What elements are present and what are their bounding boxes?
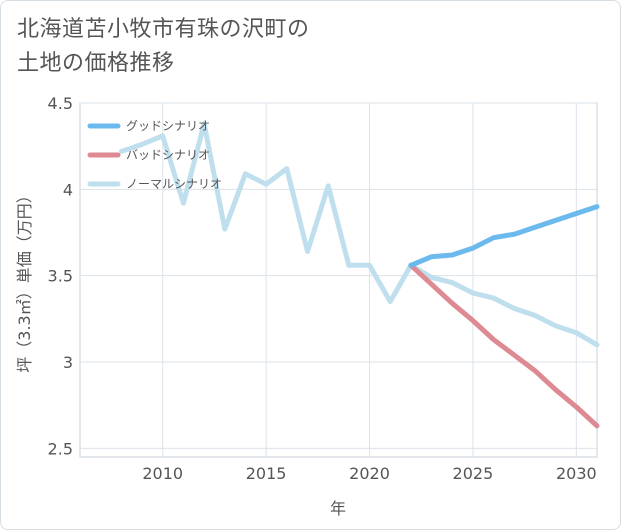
plot-area: [79, 102, 598, 458]
x-tick-label-3: 2025: [453, 464, 494, 483]
x-tick-labels: 2010 2015 2020 2025 2030: [142, 464, 596, 483]
legend-label-0: グッドシナリオ: [126, 119, 210, 133]
y-tick-label-1: 3: [63, 353, 73, 372]
series-line-2: [118, 121, 600, 348]
x-tick-label-0: 2010: [142, 464, 183, 483]
x-tick-label-1: 2015: [246, 464, 287, 483]
x-tick-label-2: 2020: [349, 464, 390, 483]
y-tick-label-3: 4: [63, 180, 73, 199]
series-layer: [118, 121, 600, 429]
series-line-1: [408, 262, 600, 429]
grid-lines: [80, 102, 597, 457]
chart-title: 北海道苫小牧市有珠の沢町の 土地の価格推移: [17, 17, 310, 76]
legend-label-2: ノーマルシナリオ: [126, 177, 222, 191]
y-tick-labels: 2.5 3 3.5 4 4.5: [48, 94, 73, 458]
y-axis-title: 坪（3.3㎡）単価（万円）: [15, 187, 34, 372]
y-tick-label-2: 3.5: [48, 267, 73, 286]
series-line-0: [408, 204, 600, 268]
y-tick-label-0: 2.5: [48, 439, 73, 458]
y-tick-label-4: 4.5: [48, 94, 73, 113]
legend-label-1: バッドシナリオ: [126, 148, 210, 162]
x-tick-label-4: 2030: [556, 464, 597, 483]
x-axis-title: 年: [330, 499, 346, 518]
